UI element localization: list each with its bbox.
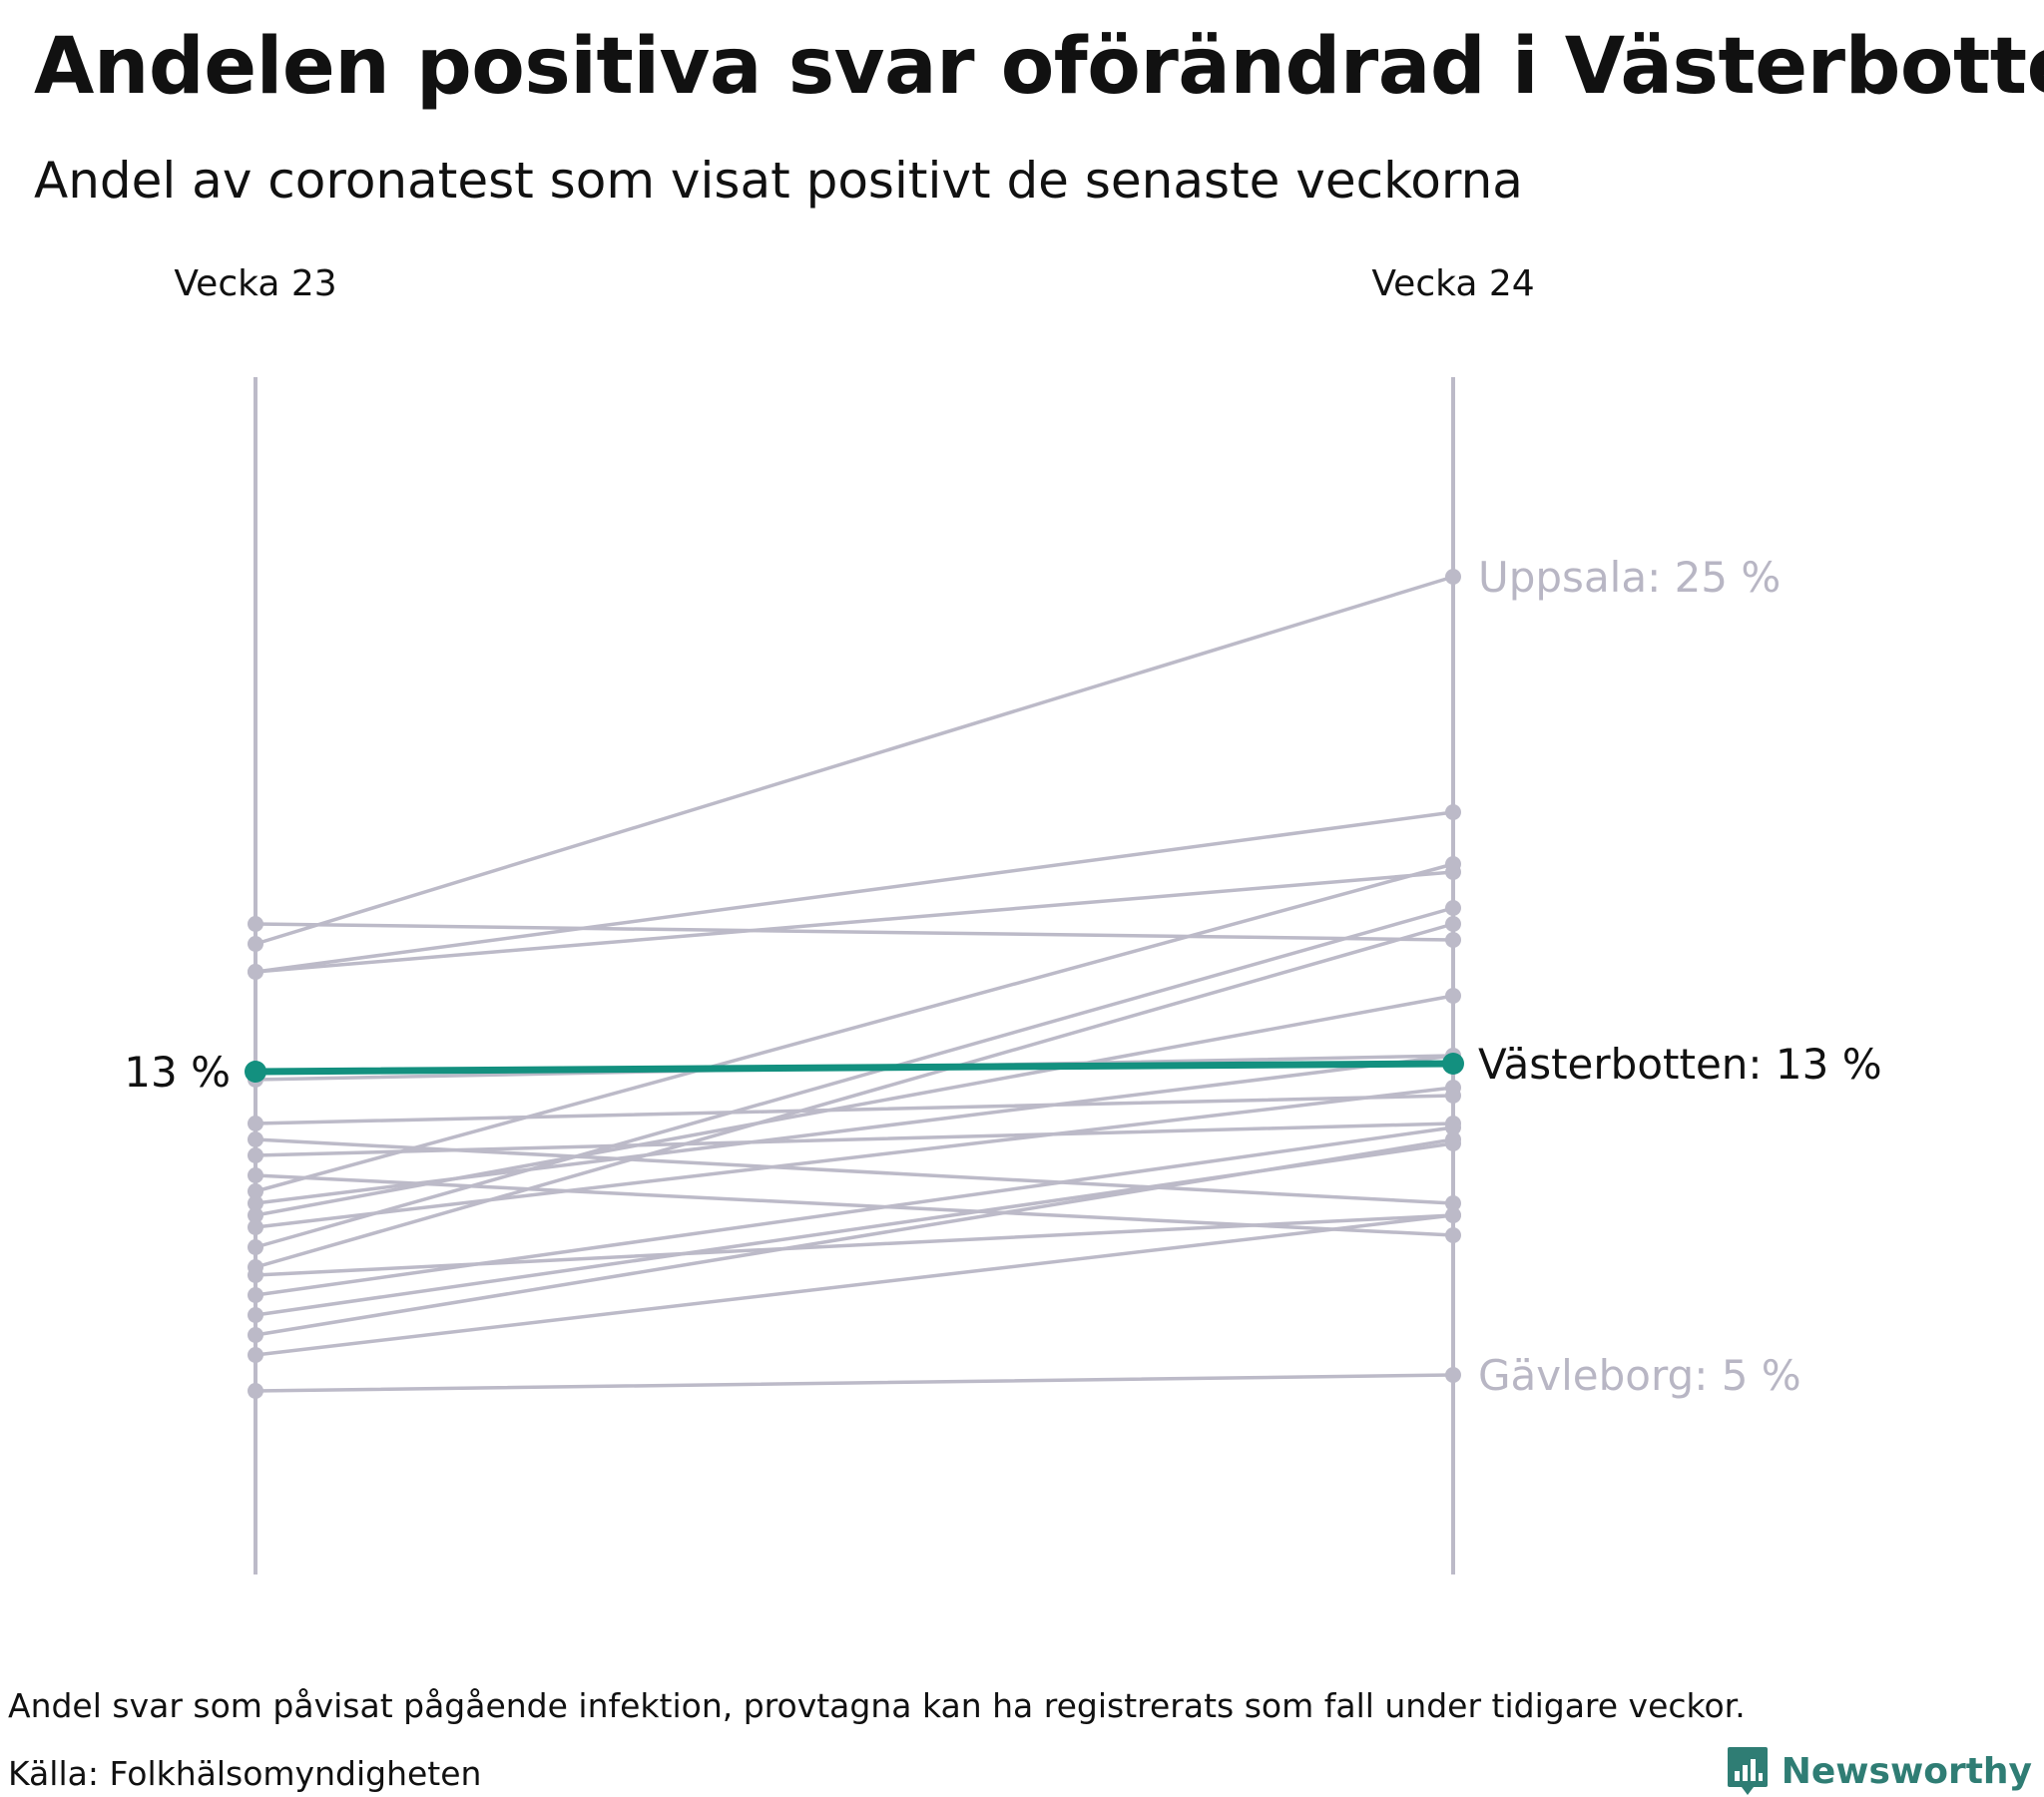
series-line-region-2: [254, 810, 1455, 974]
end-label-uppsala: Uppsala: 25 %: [1478, 553, 1781, 602]
point-region-16-week-23: [248, 1267, 263, 1283]
end-label-gavleborg: Gävleborg: 5 %: [1478, 1351, 1801, 1400]
series-line-region-7: [254, 906, 1455, 1249]
point-region-15-week-24: [1445, 1080, 1461, 1096]
point-gavleborg-week-23: [248, 1383, 263, 1399]
series-region-14: [248, 988, 1461, 1223]
point-region-7-week-23: [248, 1239, 263, 1255]
point-region-6-week-24: [1445, 856, 1461, 872]
point-region-4-week-24: [1445, 932, 1461, 948]
series-uppsala: [248, 569, 1461, 952]
series-region-15: [248, 1080, 1461, 1235]
footnote: Andel svar som påvisat pågående infektio…: [8, 1686, 1746, 1725]
series-line-vasterbotten: [252, 1060, 1457, 1076]
point-region-11-week-23: [248, 1147, 263, 1163]
source-note: Källa: Folkhälsomyndigheten: [8, 1754, 482, 1793]
point-vasterbotten-week-23: [245, 1061, 266, 1083]
point-region-12-week-23: [248, 1167, 263, 1183]
series-line-region-17: [254, 1125, 1455, 1297]
series-line-region-9: [254, 1094, 1455, 1125]
column-label-week-23: Vecka 23: [174, 263, 336, 304]
brand-name: Newsworthy: [1781, 1750, 2032, 1792]
point-region-13-week-23: [248, 1195, 263, 1211]
point-region-7-week-24: [1445, 900, 1461, 916]
point-vasterbotten-week-24: [1442, 1053, 1464, 1075]
series-region-3: [248, 864, 1461, 980]
point-uppsala-week-24: [1445, 569, 1461, 585]
point-region-4-week-23: [248, 916, 263, 932]
point-region-9-week-23: [248, 1116, 263, 1131]
column-label-week-24: Vecka 24: [1371, 263, 1534, 304]
point-region-18-week-23: [248, 1307, 263, 1323]
series-line-region-6: [254, 862, 1455, 1193]
point-region-15-week-23: [248, 1219, 263, 1235]
series-line-region-3: [254, 870, 1455, 974]
point-region-19-week-23: [248, 1327, 263, 1343]
slope-chart: Vecka 23 Vecka 24 Uppsala: 25 % Gävleborg…: [124, 263, 1882, 1574]
point-region-14-week-24: [1445, 988, 1461, 1004]
series-vasterbotten: [245, 1053, 1464, 1083]
point-region-14-week-23: [248, 1207, 263, 1223]
label-layer: Uppsala: 25 % Gävleborg: 5 % Västerbotten:…: [124, 553, 1881, 1400]
series-region-19: [248, 1131, 1461, 1343]
series-line-region-14: [254, 994, 1455, 1217]
point-region-19-week-24: [1445, 1131, 1461, 1147]
series-gavleborg: [248, 1367, 1461, 1399]
series-region-20: [248, 1207, 1461, 1363]
point-region-10-week-23: [248, 1131, 263, 1147]
point-region-12-week-24: [1445, 1227, 1461, 1243]
series-region-8: [248, 916, 1461, 1275]
point-region-20-week-24: [1445, 1207, 1461, 1223]
series-region-6: [248, 856, 1461, 1199]
series-line-uppsala: [254, 575, 1455, 946]
series-line-region-20: [254, 1213, 1455, 1357]
point-region-3-week-23: [248, 964, 263, 980]
series-line-region-11: [254, 1122, 1455, 1157]
series-line-region-4: [254, 922, 1455, 942]
brand: Newsworthy: [1726, 1746, 2032, 1796]
start-label-vasterbotten: 13 %: [124, 1048, 231, 1097]
point-region-6-week-23: [248, 1183, 263, 1199]
point-region-2-week-24: [1445, 804, 1461, 820]
chart-title: Andelen positiva svar oförändrad i Väste…: [34, 22, 2044, 112]
point-region-8-week-24: [1445, 916, 1461, 932]
series-region-18: [248, 1135, 1461, 1323]
series-line-gavleborg: [254, 1373, 1455, 1393]
series-line-region-8: [254, 922, 1455, 1269]
point-region-10-week-24: [1445, 1195, 1461, 1211]
point-region-17-week-23: [248, 1287, 263, 1303]
point-gavleborg-week-24: [1445, 1367, 1461, 1383]
point-uppsala-week-23: [248, 936, 263, 952]
series-region-4: [248, 916, 1461, 948]
series-line-region-15: [254, 1086, 1455, 1229]
series-region-7: [248, 900, 1461, 1255]
series-region-17: [248, 1120, 1461, 1303]
series-layer: [245, 569, 1464, 1399]
series-line-region-16: [254, 1213, 1455, 1277]
end-label-vasterbotten: Västerbotten: 13 %: [1478, 1040, 1882, 1089]
newsworthy-logo-icon: [1727, 1747, 1768, 1795]
series-line-region-19: [254, 1137, 1455, 1337]
point-region-17-week-24: [1445, 1120, 1461, 1135]
chart-subtitle: Andel av coronatest som visat positivt d…: [34, 152, 1523, 210]
point-region-20-week-23: [248, 1347, 263, 1363]
